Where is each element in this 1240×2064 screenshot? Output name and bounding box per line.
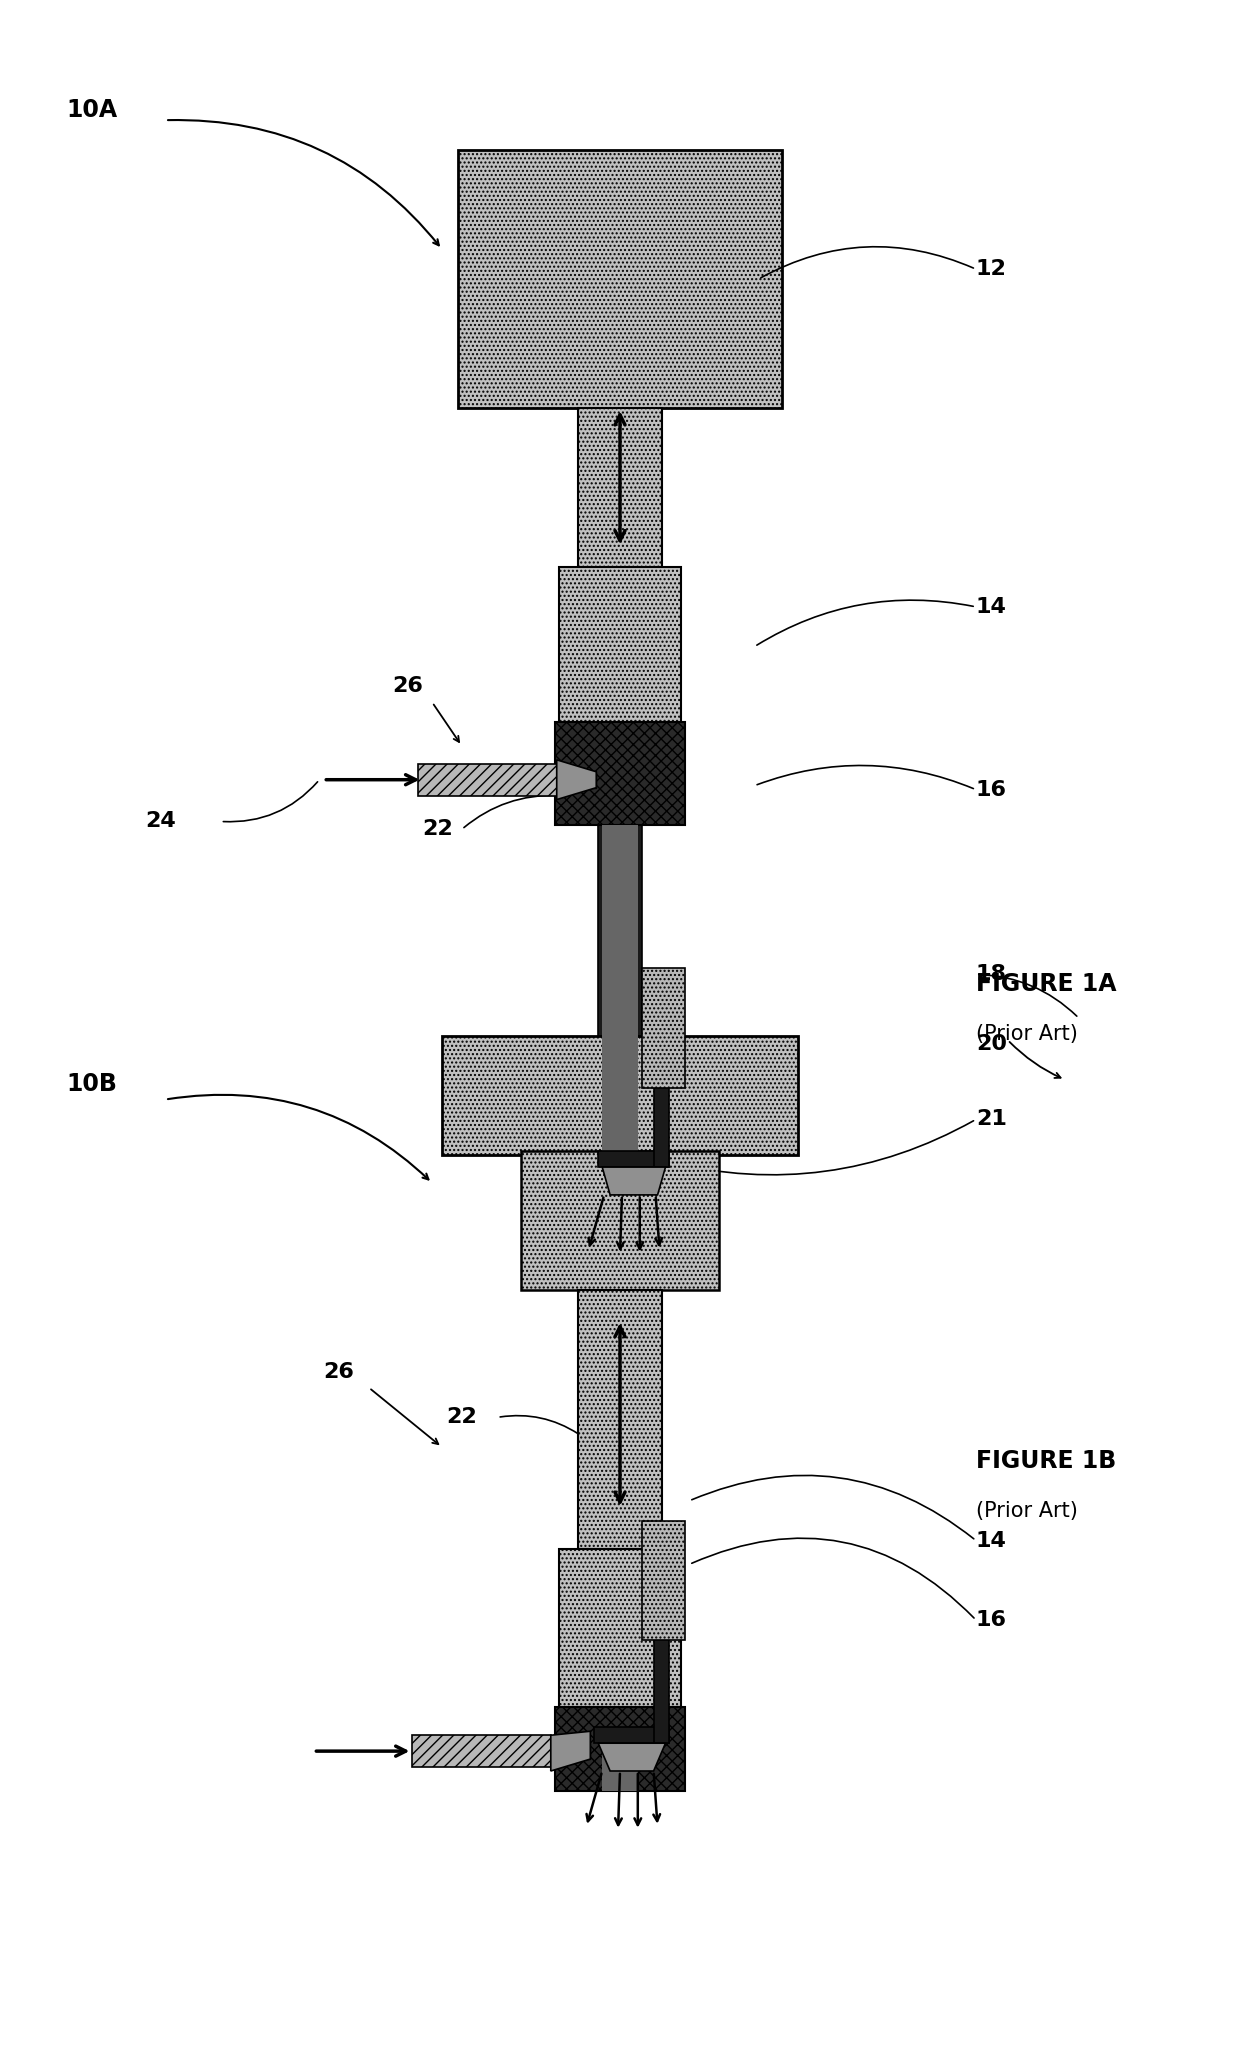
- Bar: [594, 1728, 670, 1744]
- Bar: [598, 1152, 670, 1166]
- Bar: [554, 1744, 590, 1759]
- Bar: [653, 1028, 670, 1166]
- Bar: [559, 568, 681, 727]
- Polygon shape: [551, 1732, 590, 1771]
- Text: 16: 16: [976, 1610, 1007, 1631]
- Text: 20: 20: [976, 1034, 1007, 1055]
- Bar: [653, 1608, 670, 1744]
- Bar: [554, 1707, 686, 1792]
- Text: 10A: 10A: [66, 99, 118, 122]
- Text: 24: 24: [145, 811, 176, 832]
- Polygon shape: [557, 760, 596, 799]
- Polygon shape: [598, 1744, 666, 1771]
- Text: 10B: 10B: [66, 1071, 117, 1096]
- Bar: [554, 722, 686, 826]
- Bar: [598, 1740, 642, 1792]
- Bar: [559, 1548, 681, 1707]
- Text: 14: 14: [976, 1531, 1007, 1550]
- Bar: [441, 1036, 799, 1156]
- Bar: [642, 1521, 686, 1641]
- Bar: [413, 1736, 551, 1767]
- Bar: [603, 1736, 637, 1792]
- Bar: [521, 1152, 719, 1290]
- Text: 22: 22: [446, 1408, 476, 1428]
- Text: 16: 16: [976, 780, 1007, 799]
- Text: FIGURE 1A: FIGURE 1A: [976, 972, 1116, 997]
- Text: 21: 21: [976, 1110, 1007, 1129]
- Bar: [554, 772, 596, 788]
- Bar: [642, 968, 686, 1088]
- Text: (Prior Art): (Prior Art): [976, 1024, 1078, 1044]
- Text: 22: 22: [423, 819, 453, 840]
- Bar: [579, 409, 661, 578]
- Bar: [598, 826, 642, 1164]
- Text: 12: 12: [976, 260, 1007, 279]
- Text: 18: 18: [976, 964, 1007, 985]
- Text: 26: 26: [393, 677, 423, 696]
- Bar: [458, 151, 782, 409]
- Polygon shape: [603, 1166, 666, 1195]
- Bar: [579, 1290, 661, 1548]
- Text: (Prior Art): (Prior Art): [976, 1501, 1078, 1521]
- Bar: [418, 764, 557, 795]
- Text: FIGURE 1B: FIGURE 1B: [976, 1449, 1116, 1474]
- Text: 14: 14: [976, 596, 1007, 617]
- Bar: [603, 826, 637, 1160]
- Text: 26: 26: [324, 1362, 355, 1381]
